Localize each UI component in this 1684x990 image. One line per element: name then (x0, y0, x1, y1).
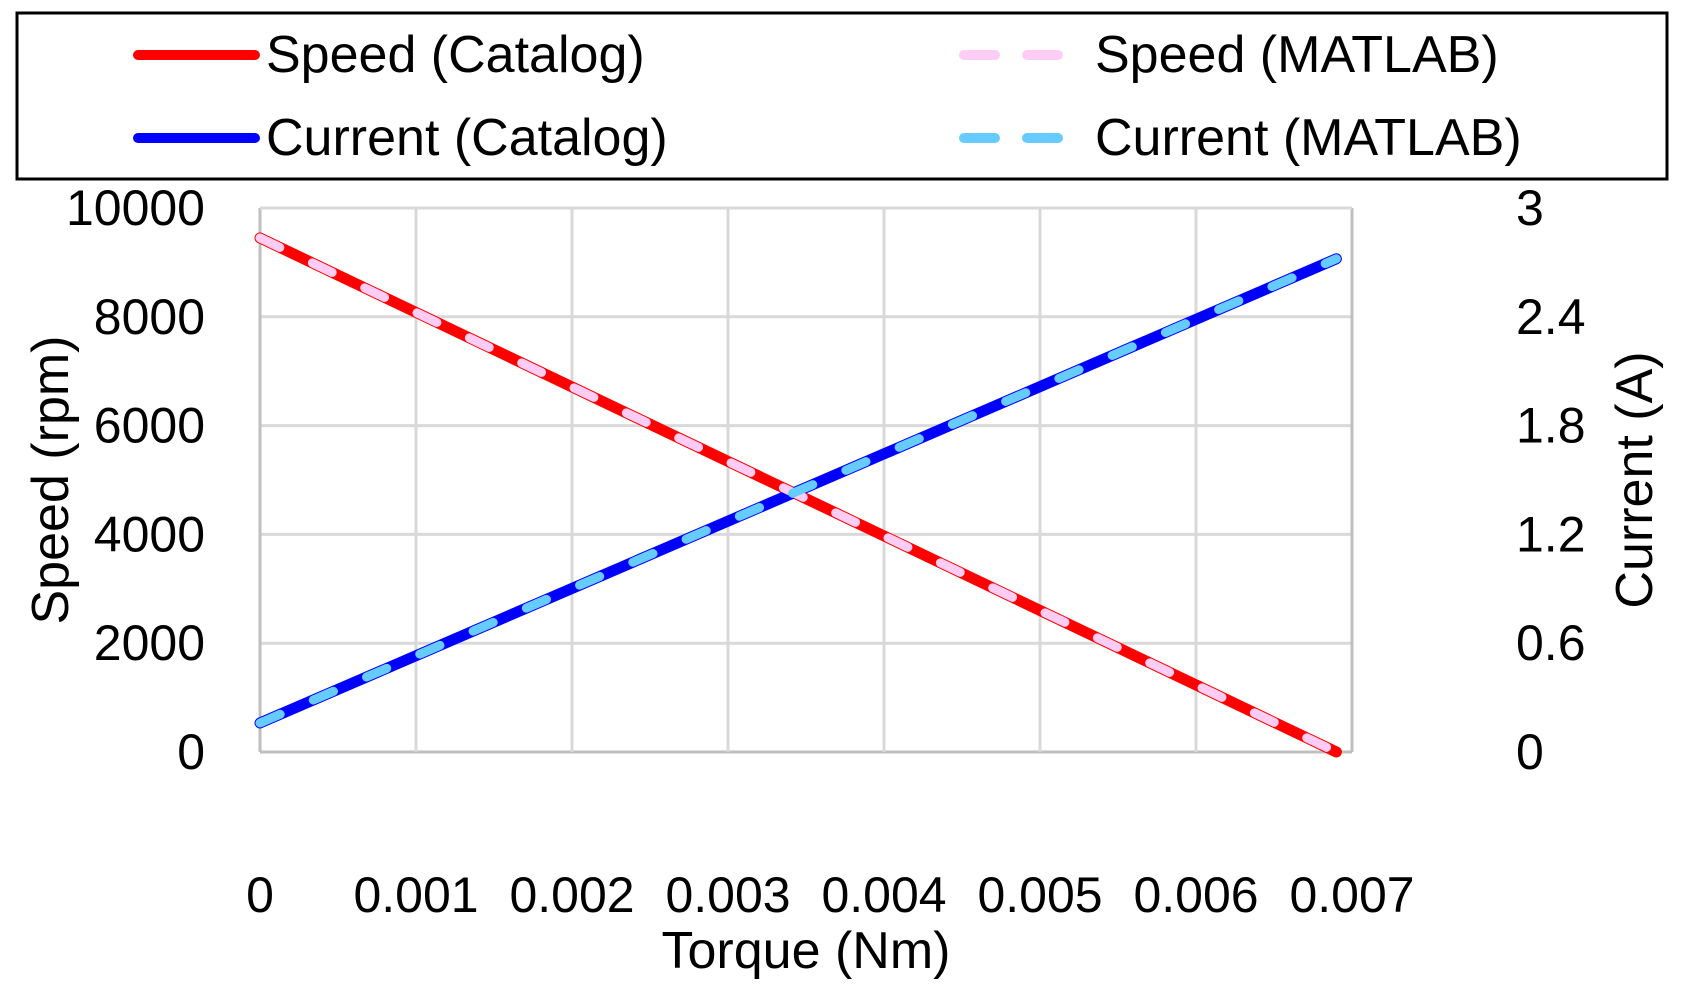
x-tick-label: 0.004 (821, 867, 946, 923)
series-line-current-matlab (255, 254, 1341, 728)
y2-tick-label: 0.6 (1516, 615, 1586, 671)
x-tick-label: 0.001 (353, 867, 478, 923)
y-tick-label: 4000 (94, 506, 205, 562)
x-tick-label: 0.006 (1133, 867, 1258, 923)
legend-label: Current (Catalog) (266, 109, 668, 167)
legend-item-speed-matlab: Speed (MATLAB) (959, 26, 1499, 84)
legend-border (15, 11, 1669, 181)
x-tick-label: 0.002 (509, 867, 634, 923)
x-axis-title: Torque (Nm) (662, 922, 951, 980)
y2-tick-label: 0 (1516, 724, 1544, 780)
y-tick-label: 8000 (94, 289, 205, 345)
y-tick-label: 2000 (94, 615, 205, 671)
legend-label: Speed (MATLAB) (1095, 26, 1499, 84)
y2-tick-label: 3 (1516, 180, 1544, 236)
y-tick-label: 10000 (66, 180, 205, 236)
x-tick-label: 0.007 (1289, 867, 1414, 923)
y-axis-title: Speed (rpm) (22, 336, 80, 625)
x-tick-label: 0 (246, 867, 274, 923)
x-tick-label: 0.005 (977, 867, 1102, 923)
x-tick-label: 0.003 (665, 867, 790, 923)
y2-axis-title: Current (A) (1606, 351, 1664, 608)
ticks: 0 2000 4000 6000 8000 10000 0 0.6 1.2 1.8 2.4 3 0 0.0… (66, 180, 1586, 923)
legend: Speed (Catalog) Current (Catalog) Speed … (15, 11, 1669, 181)
grid (258, 206, 1354, 754)
y2-tick-label: 1.2 (1516, 506, 1586, 562)
legend-item-current-catalog: Current (Catalog) (133, 109, 668, 167)
legend-item-current-matlab: Current (MATLAB) (959, 109, 1522, 167)
y2-tick-label: 1.8 (1516, 398, 1586, 454)
y-tick-label: 0 (177, 724, 205, 780)
legend-label: Speed (Catalog) (266, 26, 645, 84)
y2-tick-label: 2.4 (1516, 289, 1586, 345)
series (254, 232, 1342, 758)
legend-item-speed-catalog: Speed (Catalog) (133, 26, 645, 84)
legend-label: Current (MATLAB) (1095, 109, 1522, 167)
y-tick-label: 6000 (94, 398, 205, 454)
